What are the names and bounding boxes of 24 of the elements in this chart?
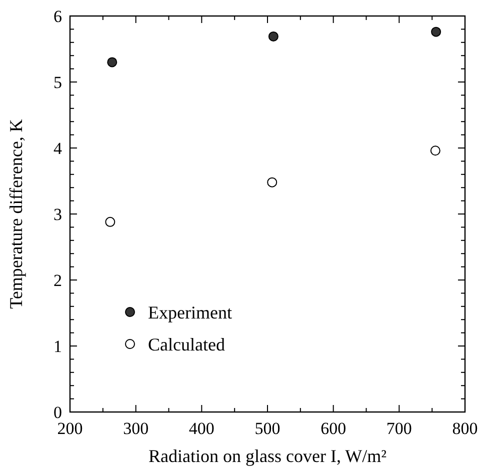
x-tick-label: 600 bbox=[320, 419, 346, 438]
y-tick-label: 1 bbox=[54, 336, 62, 356]
y-tick-label: 4 bbox=[54, 138, 62, 158]
y-tick-label: 3 bbox=[54, 204, 62, 224]
x-tick-label: 300 bbox=[123, 419, 149, 438]
point bbox=[267, 177, 278, 188]
point bbox=[431, 26, 442, 37]
y-tick-label: 5 bbox=[54, 72, 62, 92]
x-tick-label: 800 bbox=[452, 419, 478, 438]
y-tick-label: 2 bbox=[54, 270, 62, 290]
point bbox=[107, 57, 118, 68]
x-tick-label: 500 bbox=[254, 419, 280, 438]
x-tick-label: 700 bbox=[386, 419, 412, 438]
point bbox=[268, 31, 278, 42]
y-tick-label: 0 bbox=[54, 402, 62, 422]
point bbox=[105, 216, 116, 227]
x-tick-label: 400 bbox=[188, 419, 214, 438]
y-axis-title: Temperature difference, K bbox=[6, 119, 26, 309]
y-tick-label: 6 bbox=[54, 6, 62, 26]
legend-label: Experiment bbox=[148, 302, 232, 322]
point bbox=[430, 146, 440, 156]
x-axis-title: Radiation on glass cover I, W/m² bbox=[148, 446, 387, 466]
x-tick-label: 200 bbox=[57, 419, 83, 438]
legend-label: Calculated bbox=[148, 334, 225, 354]
